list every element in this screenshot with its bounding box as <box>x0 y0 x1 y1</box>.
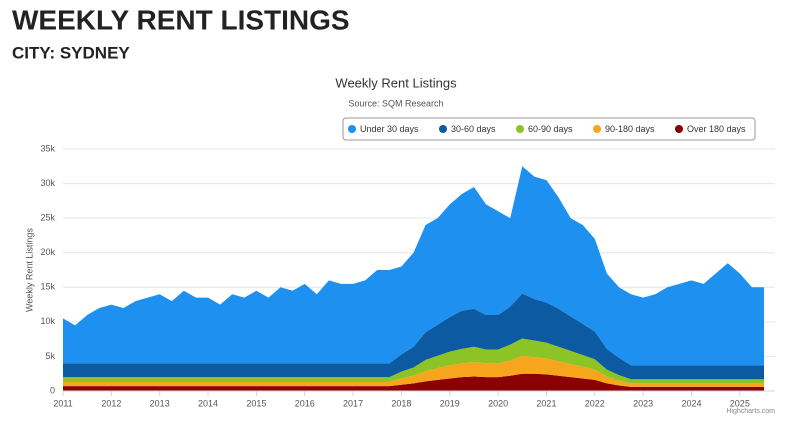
legend-label: 30-60 days <box>451 124 496 134</box>
y-tick-label: 30k <box>40 178 55 188</box>
area <box>63 166 764 366</box>
y-tick-label: 35k <box>40 143 55 153</box>
x-tick-label: 2012 <box>101 398 121 408</box>
area <box>63 293 764 380</box>
x-tick-label: 2014 <box>198 398 218 408</box>
area <box>63 373 764 391</box>
y-tick-label: 20k <box>40 247 55 257</box>
legend-marker <box>593 125 601 133</box>
x-tick-label: 2025 <box>730 398 750 408</box>
x-tick-label: 2023 <box>633 398 653 408</box>
chart-subtitle: Source: SQM Research <box>348 98 443 108</box>
legend-label: 60-90 days <box>528 124 573 134</box>
x-tick-label: 2021 <box>536 398 556 408</box>
y-tick-label: 10k <box>40 316 55 326</box>
legend-marker <box>439 125 447 133</box>
x-tick-label: 2024 <box>681 398 701 408</box>
x-tick-label: 2019 <box>440 398 460 408</box>
legend-marker <box>348 125 356 133</box>
x-tick-label: 2013 <box>150 398 170 408</box>
y-tick-label: 15k <box>40 282 55 292</box>
page-title: WEEKLY RENT LISTINGS <box>12 4 350 35</box>
legend-box <box>342 117 756 141</box>
area <box>63 355 764 387</box>
legend-label: Under 30 days <box>360 124 419 134</box>
x-tick-label: 2011 <box>53 398 72 408</box>
area <box>63 338 764 384</box>
credit: Highcharts.com <box>726 408 775 415</box>
x-tick-label: 2016 <box>295 398 315 408</box>
page-subtitle: CITY: SYDNEY <box>12 43 130 62</box>
y-tick-label: 5k <box>45 351 55 361</box>
chart-title: Weekly Rent Listings <box>335 75 457 90</box>
x-tick-label: 2015 <box>246 398 266 408</box>
legend-label: 90-180 days <box>605 124 655 134</box>
legend-marker <box>516 125 524 133</box>
x-tick-label: 2017 <box>343 398 363 408</box>
legend-label: Over 180 days <box>687 124 746 134</box>
y-tick-label: 25k <box>40 213 55 223</box>
x-tick-label: 2022 <box>585 398 605 408</box>
legend-marker <box>675 125 683 133</box>
y-axis-label: Weekly Rent Listings <box>24 228 34 312</box>
x-tick-label: 2018 <box>391 398 411 408</box>
y-tick-label: 0 <box>50 385 55 395</box>
x-tick-label: 2020 <box>488 398 508 408</box>
